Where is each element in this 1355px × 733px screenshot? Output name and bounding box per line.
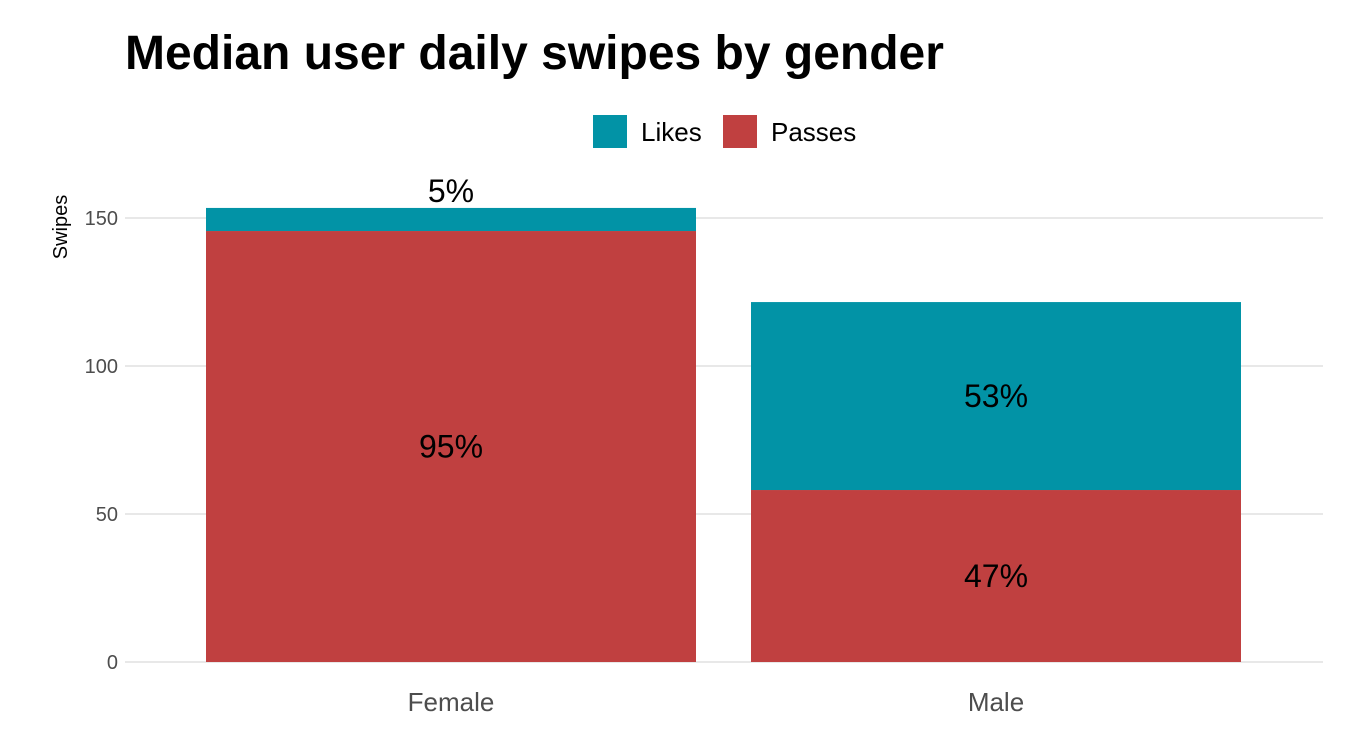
- x-axis-ticks: Female Male: [408, 687, 1025, 717]
- bar-passes-male: [751, 490, 1241, 662]
- y-axis-title: Swipes: [50, 195, 72, 259]
- y-tick-label: 0: [107, 652, 118, 674]
- data-label-passes-male: 47%: [964, 558, 1028, 594]
- y-tick-label: 150: [85, 208, 118, 230]
- bar-likes-female: [206, 207, 696, 232]
- legend-label-likes: Likes: [641, 117, 702, 147]
- data-labels: 95% 5% 47% 53%: [419, 173, 1028, 594]
- bars: [206, 207, 1241, 663]
- bar-passes-female: [206, 231, 696, 663]
- y-tick-label: 100: [85, 356, 118, 378]
- legend-swatch-likes: [593, 115, 627, 148]
- data-label-passes-female: 95%: [419, 429, 483, 465]
- legend: Likes Passes: [593, 115, 856, 148]
- legend-label-passes: Passes: [771, 117, 856, 147]
- y-tick-label: 50: [96, 504, 118, 526]
- data-label-likes-male: 53%: [964, 378, 1028, 414]
- y-axis-ticks: 0 50 100 150: [85, 208, 118, 674]
- x-tick-label: Female: [408, 687, 495, 717]
- chart-title: Median user daily swipes by gender: [125, 27, 944, 80]
- legend-swatch-passes: [723, 115, 757, 148]
- bar-likes-male: [751, 302, 1241, 491]
- data-label-likes-female: 5%: [428, 173, 474, 209]
- x-tick-label: Male: [968, 687, 1024, 717]
